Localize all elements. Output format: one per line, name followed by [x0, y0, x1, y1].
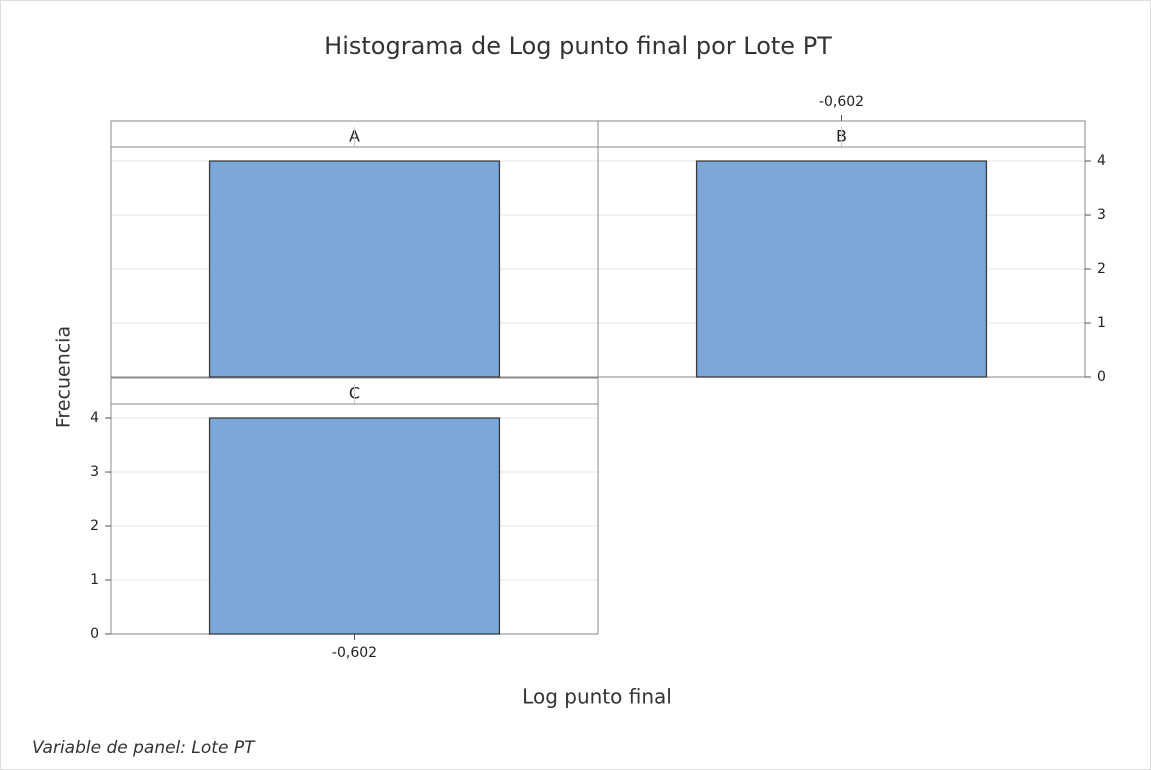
y-tick-label: 2	[1097, 261, 1106, 277]
x-axis-label: Log punto final	[522, 685, 672, 709]
x-tick-label: -0,602	[332, 645, 377, 661]
bar	[208, 417, 501, 635]
x-tick-label: -0,602	[819, 94, 864, 110]
y-tick-label: 3	[90, 464, 99, 480]
bar	[695, 160, 988, 378]
footnote: Variable de panel: Lote PT	[32, 738, 256, 758]
y-tick-label: 4	[1097, 153, 1106, 169]
y-tick-label: 3	[1097, 207, 1106, 223]
y-tick-label: 2	[90, 518, 99, 534]
y-tick-label: 1	[1097, 315, 1106, 331]
y-tick-label: 1	[90, 572, 99, 588]
y-tick-label: 0	[90, 626, 99, 642]
y-tick-label: 0	[1097, 369, 1106, 385]
bar	[208, 160, 501, 378]
y-axis-label: Frecuencia	[53, 326, 75, 428]
chart-title: Histograma de Log punto final por Lote P…	[324, 32, 832, 60]
y-tick-label: 4	[90, 410, 99, 426]
